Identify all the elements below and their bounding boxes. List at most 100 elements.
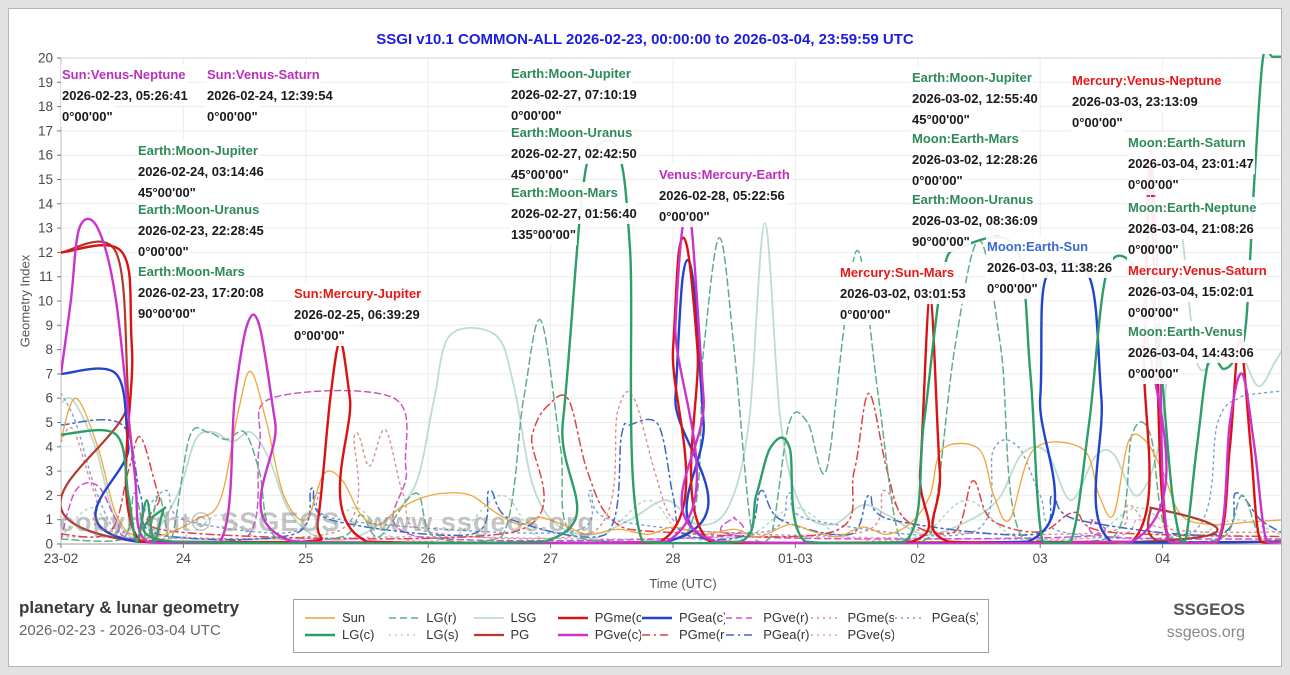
annotation-angle: 0°00'00" bbox=[1127, 363, 1180, 384]
annotation: Mercury:Sun-Mars 2026-03-02, 03:01:53 0°00… bbox=[839, 262, 967, 325]
legend-label: PGve(r) bbox=[763, 610, 809, 625]
legend-label: LG(r) bbox=[426, 610, 457, 625]
annotation-angle: 0°00'00" bbox=[1127, 174, 1180, 195]
annotation-title: Moon:Earth-Neptune bbox=[1127, 197, 1258, 218]
legend-line-sample bbox=[810, 633, 841, 636]
legend-label: LSG bbox=[510, 610, 537, 625]
y-tick-label: 3 bbox=[45, 464, 53, 479]
annotation-angle: 90°00'00" bbox=[911, 231, 971, 252]
legend-item-PGme(r): PGme(r) bbox=[641, 627, 725, 642]
annotation-datetime: 2026-03-04, 14:43:06 bbox=[1127, 342, 1255, 363]
annotation-title: Earth:Moon-Uranus bbox=[911, 189, 1035, 210]
annotation-angle: 0°00'00" bbox=[658, 206, 711, 227]
annotation: Moon:Earth-Neptune 2026-03-04, 21:08:26 0°… bbox=[1127, 197, 1258, 260]
annotation-angle: 0°00'00" bbox=[839, 304, 892, 325]
legend-label: PG bbox=[510, 627, 530, 642]
legend-line-sample bbox=[305, 616, 335, 619]
legend-line-sample bbox=[389, 633, 420, 636]
annotation: Earth:Moon-Jupiter 2026-03-02, 12:55:40 45… bbox=[911, 67, 1039, 130]
y-tick-label: 6 bbox=[45, 391, 53, 406]
annotation-datetime: 2026-03-04, 21:08:26 bbox=[1127, 218, 1255, 239]
legend-line-sample bbox=[810, 616, 841, 619]
x-tick-label: 02 bbox=[910, 551, 925, 566]
x-tick-label: 25 bbox=[298, 551, 313, 566]
y-tick-label: 7 bbox=[45, 366, 53, 381]
legend-line-sample bbox=[473, 633, 504, 636]
annotation-datetime: 2026-02-27, 07:10:19 bbox=[510, 84, 638, 105]
annotation-datetime: 2026-03-03, 11:38:26 bbox=[986, 257, 1114, 278]
annotation: Moon:Earth-Venus 2026-03-04, 14:43:06 0°00… bbox=[1127, 321, 1255, 384]
legend-line-sample bbox=[642, 633, 672, 636]
annotation-angle: 0°00'00" bbox=[61, 106, 114, 127]
y-tick-label: 8 bbox=[45, 342, 53, 357]
legend-item-PGme(s): PGme(s) bbox=[810, 610, 894, 625]
annotation: Sun:Venus-Saturn 2026-02-24, 12:39:54 0°00… bbox=[206, 64, 334, 127]
legend-item-PGea(r): PGea(r) bbox=[725, 627, 809, 642]
legend-item-PGme(c): PGme(c) bbox=[557, 610, 641, 625]
legend-line-sample bbox=[305, 633, 335, 636]
chart-card: SSGI v10.1 COMMON-ALL 2026-02-23, 00:00:… bbox=[8, 8, 1282, 667]
annotation-datetime: 2026-02-27, 01:56:40 bbox=[510, 203, 638, 224]
y-tick-label: 16 bbox=[38, 148, 53, 163]
annotation-datetime: 2026-02-24, 12:39:54 bbox=[206, 85, 334, 106]
annotation-title: Moon:Earth-Venus bbox=[1127, 321, 1244, 342]
annotation-datetime: 2026-03-02, 12:28:26 bbox=[911, 149, 1039, 170]
annotation: Earth:Moon-Uranus 2026-02-23, 22:28:45 0°0… bbox=[137, 199, 265, 262]
annotation-datetime: 2026-02-27, 02:42:50 bbox=[510, 143, 638, 164]
annotation-title: Earth:Moon-Jupiter bbox=[510, 63, 632, 84]
annotation: Earth:Moon-Uranus 2026-02-27, 02:42:50 45°… bbox=[510, 122, 638, 185]
annotation-angle: 90°00'00" bbox=[137, 303, 197, 324]
annotation-datetime: 2026-02-24, 03:14:46 bbox=[137, 161, 265, 182]
annotation: Mercury:Venus-Saturn 2026-03-04, 15:02:01… bbox=[1127, 260, 1268, 323]
annotation: Earth:Moon-Mars 2026-02-27, 01:56:40 135°0… bbox=[510, 182, 638, 245]
legend-item-PGve(s): PGve(s) bbox=[810, 627, 894, 642]
annotation: Sun:Mercury-Jupiter 2026-02-25, 06:39:29 0… bbox=[293, 283, 423, 346]
series-PGme(r) bbox=[61, 392, 1281, 540]
brand-url: ssgeos.org bbox=[1166, 624, 1245, 641]
legend-label: LG(c) bbox=[342, 627, 375, 642]
y-tick-label: 20 bbox=[38, 51, 53, 66]
x-tick-label: 23-02 bbox=[44, 551, 79, 566]
y-tick-label: 1 bbox=[45, 512, 53, 527]
legend-item-PGve(c): PGve(c) bbox=[557, 627, 641, 642]
legend-label: PGme(r) bbox=[679, 627, 726, 642]
legend-item-LSG: LSG bbox=[473, 610, 557, 625]
legend-label: PGve(s) bbox=[847, 627, 894, 642]
annotation-angle: 0°00'00" bbox=[986, 278, 1039, 299]
annotation-datetime: 2026-02-23, 17:20:08 bbox=[137, 282, 265, 303]
annotation-title: Mercury:Venus-Neptune bbox=[1071, 70, 1223, 91]
annotation-angle: 135°00'00" bbox=[510, 224, 578, 245]
annotation: Sun:Venus-Neptune 2026-02-23, 05:26:41 0°0… bbox=[61, 64, 189, 127]
annotation-title: Mercury:Venus-Saturn bbox=[1127, 260, 1268, 281]
annotation-angle: 0°00'00" bbox=[206, 106, 259, 127]
annotation-angle: 0°00'00" bbox=[1127, 239, 1180, 260]
annotation: Venus:Mercury-Earth 2026-02-28, 05:22:56 0… bbox=[658, 164, 791, 227]
x-tick-label: 28 bbox=[665, 551, 680, 566]
annotation-title: Earth:Moon-Jupiter bbox=[911, 67, 1033, 88]
annotation-angle: 45°00'00" bbox=[911, 109, 971, 130]
annotation-title: Earth:Moon-Jupiter bbox=[137, 140, 259, 161]
y-tick-label: 17 bbox=[38, 123, 53, 138]
annotation: Earth:Moon-Jupiter 2026-02-24, 03:14:46 45… bbox=[137, 140, 265, 203]
legend-line-sample bbox=[473, 616, 504, 619]
annotation-title: Earth:Moon-Uranus bbox=[510, 122, 634, 143]
legend-item-LG(s): LG(s) bbox=[388, 627, 472, 642]
legend-line-sample bbox=[642, 616, 672, 619]
y-tick-label: 13 bbox=[38, 221, 53, 236]
annotation: Earth:Moon-Mars 2026-02-23, 17:20:08 90°00… bbox=[137, 261, 265, 324]
legend-item-PGve(r): PGve(r) bbox=[725, 610, 809, 625]
annotation-title: Earth:Moon-Uranus bbox=[137, 199, 261, 220]
x-tick-label: 01-03 bbox=[778, 551, 813, 566]
x-tick-label: 26 bbox=[421, 551, 436, 566]
annotation-title: Moon:Earth-Sun bbox=[986, 236, 1090, 257]
legend-item-LG(r): LG(r) bbox=[388, 610, 472, 625]
x-tick-label: 04 bbox=[1155, 551, 1171, 566]
series-PGme(s) bbox=[61, 391, 1281, 540]
annotation: Moon:Earth-Mars 2026-03-02, 12:28:26 0°00'… bbox=[911, 128, 1039, 191]
annotation-datetime: 2026-03-02, 12:55:40 bbox=[911, 88, 1039, 109]
annotation-title: Earth:Moon-Mars bbox=[510, 182, 619, 203]
series-LG(s) bbox=[61, 494, 1281, 543]
y-tick-label: 10 bbox=[38, 294, 53, 309]
annotation-title: Sun:Mercury-Jupiter bbox=[293, 283, 423, 304]
